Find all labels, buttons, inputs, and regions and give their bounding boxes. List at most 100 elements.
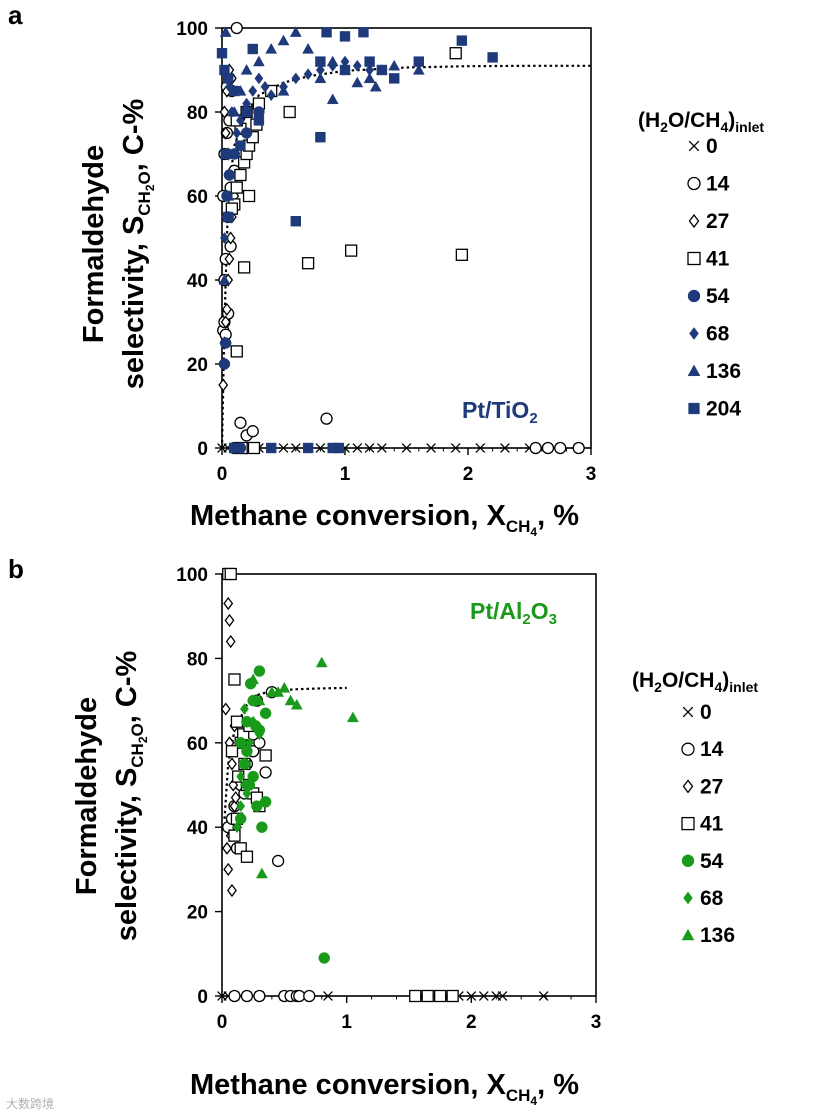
points-a [216,21,585,455]
point-a-s0 [278,443,289,453]
point-a-s0 [364,443,375,453]
point-a-s204 [456,35,468,46]
point-a-s41 [455,248,469,261]
point-b-s136 [247,673,260,685]
x-tick-label-a-1: 1 [340,464,351,485]
point-a-s136 [218,273,231,285]
point-b-s41 [409,989,422,1003]
legend-marker-a-14 [687,176,701,191]
point-a-s68 [260,80,270,93]
legend-marker-b-14 [681,742,695,756]
legend-marker-b-0 [682,706,694,718]
point-b-s68 [240,779,249,791]
point-a-s14 [572,441,585,455]
points-b [217,567,549,1003]
y-tick-label-a-0: 0 [197,439,208,460]
legend-label-b-27: 27 [700,775,723,798]
point-a-s204 [389,73,400,84]
point-a-s204 [339,31,351,42]
point-a-s41 [247,441,261,455]
point-b-s54 [256,821,268,833]
point-a-s204 [333,442,345,454]
point-a-s0 [401,443,412,453]
legend-marker-b-54 [681,854,695,868]
point-a-s204 [231,442,242,454]
point-a-s136 [277,34,290,46]
y-tick-label-a-40: 40 [187,271,208,292]
point-a-s204 [413,56,425,67]
point-a-s14 [529,441,542,455]
point-a-s14 [230,21,243,35]
y-axis-label-a-line2: selectivity, SCH2O, C-% [118,99,157,390]
x-tick-label-b-3: 3 [591,1012,602,1033]
point-a-s68 [226,169,236,181]
point-a-s136 [277,84,290,96]
point-a-s0 [475,443,486,453]
point-a-s204 [376,64,388,76]
y-axis-label-b-line2: selectivity, SCH2O, C-% [111,651,150,942]
point-a-s0 [426,443,436,453]
legend-label-a-14: 14 [706,173,730,196]
y-tick-label-b-100: 100 [176,565,208,586]
point-a-s204 [253,115,265,126]
point-a-s27 [225,231,236,245]
point-a-s204 [315,56,326,67]
legend-label-b-54: 54 [700,850,724,873]
point-a-s41 [242,189,256,203]
point-b-s41 [234,842,247,855]
y-tick-label-a-80: 80 [187,103,208,124]
legend-marker-b-136 [681,928,695,941]
point-a-s136 [240,63,253,75]
x-axis-label-b: Methane conversion, XCH4, % [190,1069,579,1108]
legend-label-a-204: 204 [706,398,741,421]
y-tick-label-b-80: 80 [187,649,208,670]
y-tick-label-b-0: 0 [197,987,208,1008]
point-b-s41 [228,829,241,842]
y-tick-label-a-20: 20 [187,355,208,376]
point-b-s41 [224,567,237,581]
point-a-s14 [246,425,259,438]
point-b-s136 [278,681,291,693]
point-a-s204 [241,106,252,118]
legend-marker-b-27 [682,779,694,794]
point-a-s204 [222,211,234,223]
point-a-s68 [254,72,264,85]
legend-title-a: (H2O/CH4)inlet [638,109,764,135]
point-a-s0 [352,443,363,453]
point-b-s41 [446,989,459,1003]
legend-label-b-41: 41 [700,813,724,836]
point-b-s54 [234,813,247,825]
legend-marker-a-136 [687,364,701,377]
point-a-s136 [265,42,278,54]
point-a-s204 [220,148,231,160]
legend-title-b: (H2O/CH4)inlet [632,669,758,695]
point-a-s14 [541,441,555,455]
y-tick-label-a-100: 100 [176,19,208,40]
point-a-s136 [219,26,232,37]
point-b-s41 [240,850,254,863]
point-b-s0 [497,991,508,1001]
point-b-s27 [227,883,237,898]
point-a-s0 [500,443,510,453]
point-a-s0 [315,443,326,453]
catalyst-label-b: Pt/Al2O3 [470,598,557,628]
point-b-s68 [248,715,258,728]
point-b-s136 [346,711,359,723]
point-b-s27 [229,799,240,813]
point-a-s204 [364,56,375,67]
point-a-s27 [220,126,231,140]
point-a-s41 [237,261,251,274]
point-a-s136 [369,80,382,92]
legend-marker-b-41 [681,816,695,831]
point-a-s204 [229,85,240,97]
point-a-s68 [236,114,245,127]
point-a-s68 [303,68,313,81]
point-b-s68 [244,736,254,749]
point-a-s0 [377,443,387,453]
point-a-s54 [218,358,231,370]
point-b-s136 [284,694,297,706]
point-b-s68 [236,770,246,783]
